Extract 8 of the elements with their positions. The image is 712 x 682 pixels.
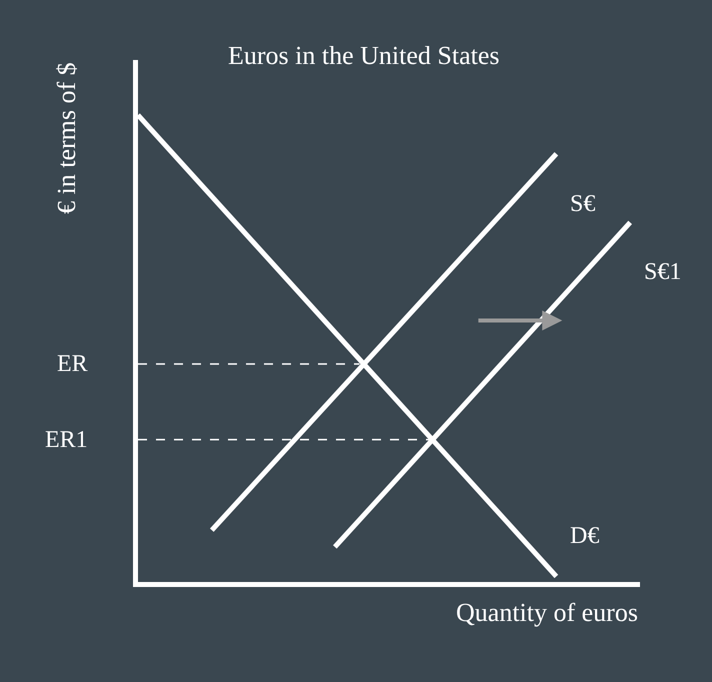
- chart-title: Euros in the United States: [228, 41, 500, 70]
- series-label: S€: [570, 191, 596, 217]
- x-axis-title: Quantity of euros: [456, 598, 638, 627]
- series-label: D€: [570, 523, 600, 549]
- text: ER1: [45, 427, 88, 453]
- series-label: S€1: [644, 259, 682, 285]
- y-axis-title: € in terms of $: [52, 62, 81, 214]
- text: ER: [57, 351, 88, 377]
